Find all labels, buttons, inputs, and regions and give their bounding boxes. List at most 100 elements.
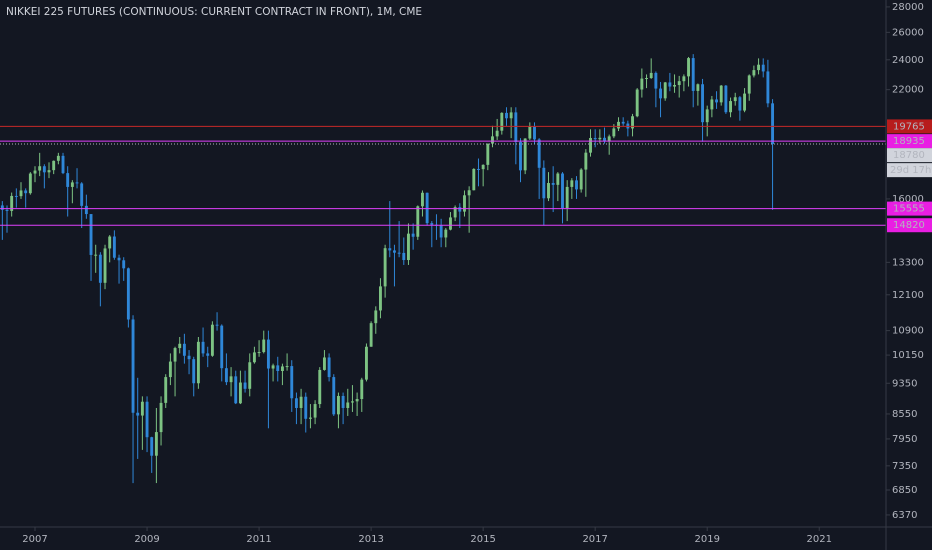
candle-body [645, 78, 648, 80]
candle-body [472, 168, 476, 191]
candle-body [640, 78, 644, 90]
candle-body [201, 341, 205, 354]
candle-body [528, 126, 532, 139]
candle-body [332, 377, 336, 415]
candle-body [659, 88, 662, 99]
candle-body [547, 183, 550, 199]
candle-body [14, 195, 18, 197]
candle-body [173, 348, 177, 362]
candle-body [187, 355, 191, 360]
candle-body [551, 183, 555, 185]
candle-body [565, 186, 569, 209]
candle-body [393, 250, 396, 253]
y-tick-label: 8550 [892, 409, 917, 420]
price-label: 15555 [893, 204, 925, 215]
candle-body [52, 160, 56, 171]
candle-body [234, 376, 238, 404]
price-label-bg [887, 201, 932, 216]
candle-body [575, 180, 578, 190]
candle-body [355, 399, 359, 402]
candle-body [369, 323, 373, 347]
candle-body [458, 207, 462, 212]
candle-body [33, 170, 37, 174]
candle-body [556, 173, 560, 185]
countdown-bg [887, 163, 932, 178]
candle-body [663, 82, 667, 99]
y-tick-label: 16000 [892, 194, 924, 205]
y-tick-label: 9350 [892, 378, 917, 389]
candle-body [24, 190, 28, 194]
candle-body [374, 310, 378, 324]
candle-body [336, 395, 340, 415]
candle-body [257, 352, 261, 354]
candle-body [523, 138, 527, 171]
candle-body [145, 401, 149, 438]
plot-area [0, 54, 886, 484]
candle-body [439, 224, 443, 238]
candle-body [729, 101, 733, 113]
candle-body [61, 155, 65, 174]
candle-body [196, 341, 200, 384]
candle-body [112, 236, 116, 258]
candle-body [738, 97, 742, 111]
candle-body [514, 112, 518, 142]
x-tick-label: 2009 [134, 534, 159, 545]
candle-body [66, 173, 70, 187]
candle-body [210, 324, 214, 356]
candle-body [56, 155, 60, 161]
candle-body [635, 89, 639, 117]
candle-body [752, 70, 756, 76]
candle-body [589, 137, 592, 153]
candle-body [136, 412, 140, 416]
candle-body [402, 252, 406, 261]
candle-body [47, 170, 51, 173]
candle-body [509, 112, 513, 119]
candle-body [612, 128, 616, 137]
candle-body [154, 432, 158, 456]
candle-body [668, 82, 672, 87]
candle-body [224, 368, 228, 383]
candle-body [715, 99, 718, 103]
x-tick-label: 2007 [22, 534, 47, 545]
candle-body [453, 207, 457, 218]
candle-body [467, 190, 471, 196]
candle-body [407, 233, 410, 261]
candle-body [486, 143, 490, 165]
candle-body [159, 402, 163, 433]
candle-body [252, 352, 256, 363]
candle-body [579, 169, 583, 190]
candle-body [103, 248, 107, 283]
candle-body [108, 236, 112, 249]
candle-body [416, 206, 420, 237]
axes: 28000 26000 24000 22000 16000 13300 12100 10900… [22, 2, 932, 545]
candle-body [421, 192, 424, 207]
chart-title: NIKKEI 225 FUTURES (CONTINUOUS: CURRENT … [6, 6, 422, 18]
candle-body [98, 254, 102, 283]
candle-body [383, 248, 387, 287]
price-label: 19765 [893, 121, 925, 132]
candle-body [308, 417, 312, 419]
candle-body [248, 362, 252, 389]
candle-body [290, 366, 294, 399]
candle-body [0, 205, 4, 210]
candle-body [682, 76, 686, 82]
candle-body [192, 359, 196, 384]
y-tick-label: 6850 [892, 485, 917, 496]
candle-body [238, 382, 242, 404]
candle-body [10, 195, 14, 211]
candle-body [84, 205, 88, 215]
candle-body [705, 109, 709, 123]
candle-body [631, 116, 634, 129]
candle-body [766, 71, 770, 104]
candle-body [131, 319, 135, 413]
candle-body [500, 112, 504, 131]
y-tick-label: 28000 [892, 2, 924, 13]
candle-body [122, 260, 126, 269]
candle-body [505, 112, 508, 119]
candle-body [701, 84, 704, 123]
candle-body [271, 365, 275, 369]
candle-body [313, 404, 317, 418]
candle-body [206, 353, 210, 356]
